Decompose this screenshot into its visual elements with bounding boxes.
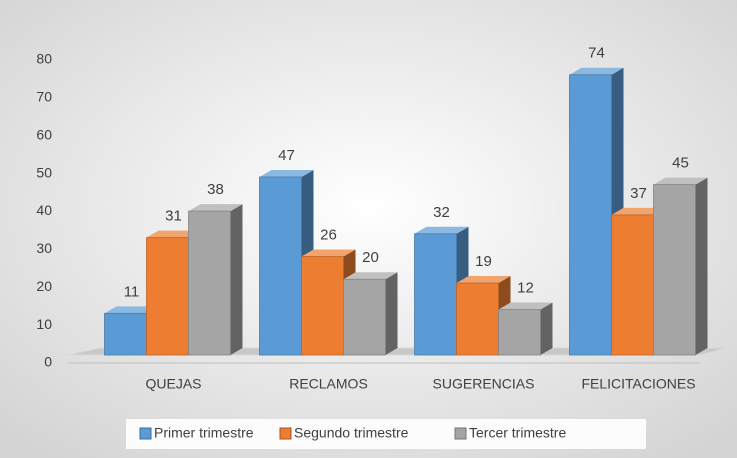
y-tick-label: 30	[36, 240, 52, 256]
data-label: 38	[207, 181, 224, 198]
bar-front	[414, 233, 457, 356]
data-label: 32	[433, 204, 450, 221]
x-tick-label: QUEJAS	[145, 376, 201, 392]
bar-front	[653, 184, 696, 356]
bar-top	[343, 272, 398, 280]
bar-top	[301, 249, 356, 257]
bar-front	[343, 278, 386, 356]
legend-swatch	[279, 427, 292, 440]
bar	[188, 204, 243, 356]
y-tick-label: 0	[44, 354, 52, 370]
bar-front	[301, 256, 344, 356]
y-tick-label: 20	[36, 278, 52, 294]
bar-top	[456, 276, 511, 284]
bar-top	[569, 67, 624, 75]
y-tick-label: 80	[36, 51, 52, 67]
bar-front	[259, 176, 302, 356]
legend-box	[126, 419, 646, 449]
x-tick-label: SUGERENCIAS	[433, 376, 535, 392]
bar-side	[540, 302, 553, 355]
bar-top	[498, 302, 553, 310]
y-tick-label: 40	[36, 202, 52, 218]
bar-front	[611, 214, 654, 356]
data-label: 45	[672, 155, 689, 172]
data-label: 19	[475, 253, 492, 270]
bar-top	[414, 226, 469, 234]
bar-side	[230, 204, 243, 355]
y-tick-label: 50	[36, 164, 52, 180]
legend-label: Primer trimestre	[154, 425, 254, 441]
data-label: 37	[630, 185, 647, 202]
legend-swatch	[454, 427, 467, 440]
bar-front	[569, 74, 612, 356]
bar	[343, 272, 398, 356]
bar-front	[146, 237, 189, 356]
bar-top	[611, 207, 666, 215]
bar	[498, 302, 553, 356]
bar-front	[456, 282, 499, 356]
y-tick-label: 10	[36, 316, 52, 332]
bar-top	[653, 177, 708, 185]
bar-top	[188, 204, 243, 212]
data-label: 11	[124, 283, 140, 300]
legend-swatch	[139, 427, 152, 440]
bar-top	[146, 230, 201, 238]
data-label: 74	[588, 45, 605, 62]
data-label: 31	[165, 208, 182, 225]
x-tick-label: FELICITACIONES	[581, 376, 695, 392]
bar-front	[104, 312, 147, 356]
bar-top	[104, 306, 159, 314]
bar-side	[385, 272, 398, 355]
bar-side	[695, 177, 708, 355]
y-tick-label: 70	[36, 89, 52, 105]
data-label: 20	[362, 249, 379, 266]
x-tick-label: RECLAMOS	[289, 376, 368, 392]
data-label: 47	[278, 147, 295, 164]
legend-label: Segundo trimestre	[294, 425, 409, 441]
bar-front	[498, 309, 541, 356]
legend-label: Tercer trimestre	[469, 425, 566, 441]
data-label: 12	[517, 280, 534, 297]
data-label: 26	[320, 226, 337, 243]
y-tick-label: 60	[36, 126, 52, 142]
bar-top	[259, 169, 314, 177]
bar	[653, 177, 708, 356]
bar-front	[188, 210, 231, 356]
